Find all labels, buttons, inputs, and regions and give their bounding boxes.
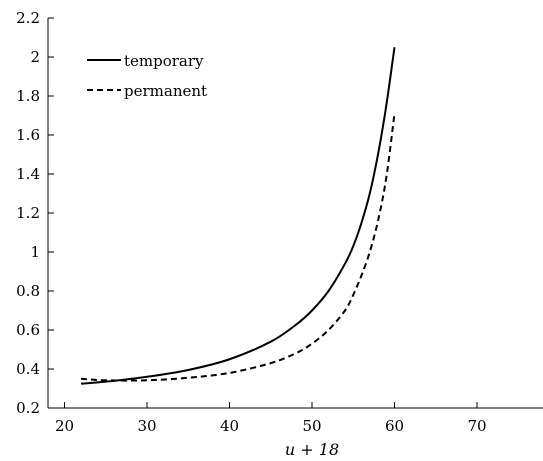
x-tick-label: 30 (137, 417, 156, 435)
y-tick-label: 0.6 (16, 321, 40, 339)
x-tick-label: 70 (467, 417, 486, 435)
x-tick-label: 60 (385, 417, 404, 435)
x-tick-label: 40 (220, 417, 239, 435)
x-tick-label: 50 (302, 417, 321, 435)
y-tick-label: 0.8 (16, 282, 40, 300)
axes (47, 18, 543, 409)
y-tick-label: 1.4 (16, 165, 40, 183)
y-tick-label: 1.6 (16, 126, 40, 144)
y-tick-label: 1 (30, 243, 40, 261)
series-lines (80, 47, 396, 385)
x-axis-label: u + 18 (285, 440, 339, 459)
legend: temporary permanent (87, 52, 207, 100)
ticks: 20 30 40 50 60 70 0.2 0.4 0.6 0.8 1 1.2 1.4 1.6 1.8 2 2.… (16, 9, 486, 435)
series-line-permanent (80, 113, 396, 382)
series-line-temporary (80, 47, 396, 385)
legend-label-temporary: temporary (124, 52, 204, 70)
legend-label-permanent: permanent (124, 82, 207, 100)
y-tick-label: 1.8 (16, 87, 40, 105)
y-tick-label: 0.2 (16, 399, 40, 417)
y-tick-label: 2.2 (16, 9, 40, 27)
y-tick-label: 1.2 (16, 204, 40, 222)
x-tick-label: 20 (55, 417, 74, 435)
y-tick-label: 0.4 (16, 360, 40, 378)
y-tick-label: 2 (30, 48, 40, 66)
